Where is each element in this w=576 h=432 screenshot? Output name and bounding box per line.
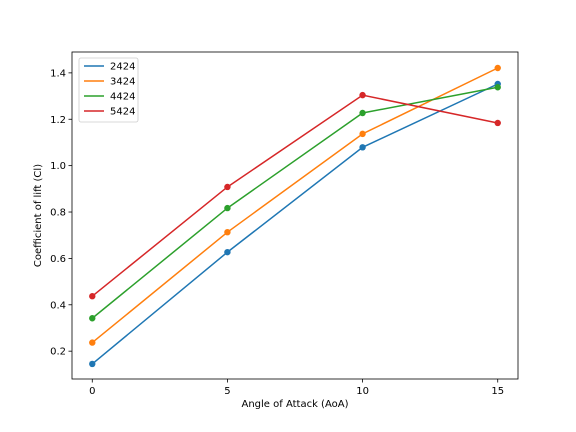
y-axis-label: Coefficient of lift (Cl) [33, 164, 44, 267]
plot-frame [71, 51, 519, 380]
y-tick-label: 0.6 [50, 254, 66, 265]
x-axis-label: Angle of Attack (AoA) [242, 399, 349, 410]
y-tick-label: 1.2 [50, 115, 66, 126]
legend-label: 4424 [110, 92, 135, 103]
plot-area [71, 51, 519, 380]
data-point [89, 339, 96, 346]
series-line [91, 67, 499, 344]
y-tick-label: 0.4 [50, 300, 66, 311]
data-point [494, 64, 501, 72]
data-point [494, 119, 501, 127]
x-tick-label: 5 [224, 386, 230, 397]
data-point [224, 248, 231, 256]
y-tick-label: 0.8 [50, 208, 66, 219]
y-axis-ticks: 0.2 0.4 0.6 0.8 1.0 1.2 1.4 [50, 68, 72, 358]
x-tick-label: 10 [356, 386, 369, 397]
data-point [359, 144, 366, 151]
data-point [89, 360, 96, 368]
legend-box [78, 57, 139, 123]
legend-label: 2424 [110, 62, 135, 73]
data-point [224, 228, 231, 236]
data-point [359, 130, 366, 138]
legend-label: 5424 [110, 107, 135, 118]
series-line [91, 94, 498, 297]
data-point [89, 293, 96, 300]
data-point [224, 183, 231, 191]
data-point [224, 204, 231, 212]
series-5424 [89, 91, 501, 300]
y-tick-label: 0.2 [50, 347, 66, 358]
legend: 2424 3424 4424 5424 [78, 57, 139, 123]
x-axis-ticks: 0 5 10 15 [89, 379, 504, 397]
y-tick-label: 1.4 [50, 68, 66, 79]
x-tick-label: 15 [491, 386, 504, 397]
series-layer [89, 64, 501, 368]
series-line [91, 86, 498, 319]
y-tick-label: 1.0 [50, 161, 66, 172]
data-point [494, 84, 501, 91]
data-point [89, 315, 96, 322]
series-line [91, 83, 499, 365]
series-3424 [89, 64, 501, 346]
series-4424 [89, 84, 501, 322]
data-point [359, 91, 366, 99]
data-point [359, 109, 366, 117]
x-tick-label: 0 [89, 386, 95, 397]
legend-label: 3424 [110, 77, 135, 88]
